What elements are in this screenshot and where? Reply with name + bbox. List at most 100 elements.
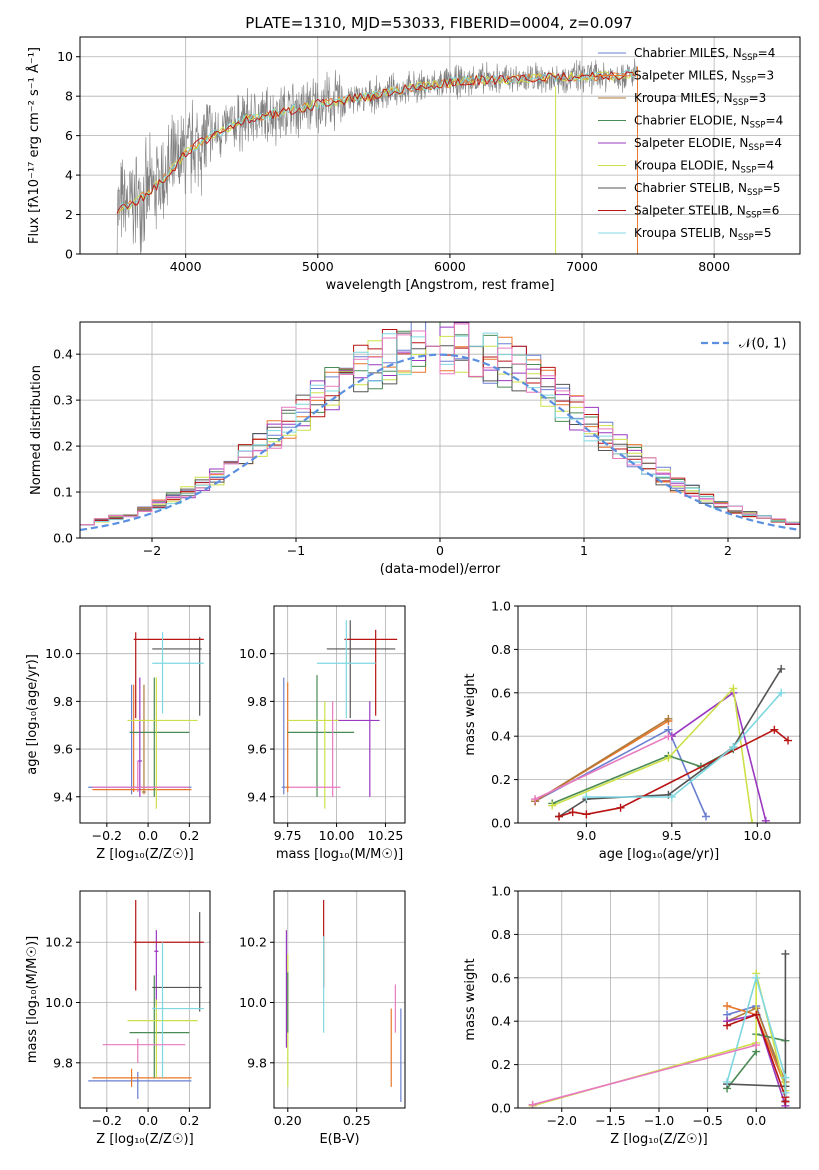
axes-frame <box>273 605 406 824</box>
panel-age_vs_mass: 9.75 10.00 10.25 9.4 9.6 9.8 10.0 mass [log₁₀(M… <box>239 605 406 862</box>
y-axis-label: Normed distribution <box>29 365 44 495</box>
residual-histogram <box>80 335 800 526</box>
weight-marker <box>664 732 673 741</box>
y-tick-label: 0.4 <box>491 729 511 744</box>
plot-area <box>281 620 398 809</box>
y-tick-label: 10.2 <box>239 935 267 950</box>
legend-entry: Kroupa MILES, NSSP=3 <box>634 91 766 108</box>
x-tick-label: 2 <box>724 543 732 558</box>
weight-marker <box>664 714 673 723</box>
y-tick-label: 0.2 <box>53 439 73 454</box>
axes-frame <box>79 605 211 824</box>
y-tick-label: 0.8 <box>491 927 511 942</box>
plot-area <box>88 900 204 1099</box>
panel-ebv: 0.20 0.25 9.8 10.0 10.2 E(B-V) <box>239 890 406 1147</box>
y-tick-label: 9.8 <box>247 694 267 709</box>
gridlines <box>274 891 405 1108</box>
weight-marker <box>555 812 564 821</box>
axes-frame <box>79 36 801 255</box>
weight-line <box>534 718 669 802</box>
gridlines <box>274 606 405 823</box>
legend-entry: 𝒩(0, 1) <box>739 337 786 352</box>
x-tick-label: 0.0 <box>746 1113 766 1128</box>
y-tick-label: 0.4 <box>491 1014 511 1029</box>
plot-area <box>531 664 793 823</box>
y-tick-label: 0.1 <box>53 485 73 500</box>
weight-marker <box>723 1002 732 1011</box>
model-spectrum <box>116 71 636 214</box>
weight-marker <box>784 736 793 745</box>
x-tick-label: 6000 <box>434 259 466 274</box>
plot-area <box>528 949 790 1108</box>
weight-marker <box>664 753 673 762</box>
x-tick-label: −1.5 <box>595 1113 625 1128</box>
legend-entry: Chabrier MILES, NSSP=4 <box>634 46 775 63</box>
axes-frame <box>273 890 406 1109</box>
plot-area <box>116 58 639 254</box>
x-tick-label: 0.2 <box>179 828 199 843</box>
weight-line <box>534 735 669 800</box>
legend-entry: Salpeter ELODIE, NSSP=4 <box>634 136 782 153</box>
y-tick-label: 9.4 <box>53 789 73 804</box>
weight-marker <box>729 743 738 752</box>
x-tick-label: 0.2 <box>179 1113 199 1128</box>
x-axis-label: wavelength [Angstrom, rest frame] <box>326 278 555 293</box>
weight-marker <box>582 792 591 801</box>
y-axis-label: mass weight <box>463 958 478 1040</box>
weight-marker <box>781 1097 790 1106</box>
weight-marker <box>777 664 786 673</box>
weight-marker <box>781 949 790 958</box>
x-axis-label: mass [log₁₀(M/M☉)] <box>276 847 403 862</box>
y-tick-label: 0.0 <box>491 1101 511 1116</box>
weight-marker <box>781 1073 790 1082</box>
y-tick-label: 9.6 <box>53 742 73 757</box>
x-tick-label: 0.25 <box>343 1113 371 1128</box>
x-tick-label: −0.5 <box>692 1113 722 1128</box>
y-tick-label: 10.0 <box>45 995 73 1010</box>
y-tick-label: 9.4 <box>247 789 267 804</box>
x-tick-label: 10.00 <box>319 828 355 843</box>
y-tick-label: 0.6 <box>491 970 511 985</box>
y-tick-label: 0.6 <box>491 685 511 700</box>
y-tick-label: 9.8 <box>53 1055 73 1070</box>
weight-marker <box>770 725 779 734</box>
x-tick-label: −1 <box>287 543 305 558</box>
x-tick-label: 10.25 <box>368 828 404 843</box>
y-tick-label: 0.3 <box>53 393 73 408</box>
legend-entry: Kroupa ELODIE, NSSP=4 <box>634 159 774 176</box>
panel-mass_weight_vs_Z: −2.0 −1.5 −1.0 −0.5 0.0 0.0 0.2 0.4 0.6 0.8 1.0 Z [… <box>463 884 801 1147</box>
x-tick-label: 0.0 <box>138 1113 158 1128</box>
panel-age_vs_Z: −0.2 0.0 0.2 9.4 9.6 9.8 10.0 Z [log₁₀(Z/Z☉)] ag… <box>25 605 211 862</box>
x-tick-label: 9.5 <box>662 828 682 843</box>
x-axis-label: (data-model)/error <box>380 562 501 577</box>
x-tick-label: −0.2 <box>92 1113 122 1128</box>
legend-entry: Chabrier ELODIE, NSSP=4 <box>634 114 783 131</box>
legend-entry: Chabrier STELIB, NSSP=5 <box>634 181 781 198</box>
plot-area <box>88 632 204 809</box>
y-tick-label: 1.0 <box>491 884 511 899</box>
y-axis-label: Flux [fλ10⁻¹⁷ erg cm⁻² s⁻¹ Å⁻¹] <box>26 47 42 244</box>
y-axis-label: mass [log₁₀(M/M☉)] <box>25 936 40 1063</box>
x-tick-label: 10.0 <box>743 828 771 843</box>
axes-frame <box>517 890 801 1109</box>
x-tick-label: 0.0 <box>138 828 158 843</box>
y-tick-label: 2 <box>65 207 73 222</box>
weight-marker <box>528 1100 537 1108</box>
y-tick-label: 0.4 <box>53 347 73 362</box>
x-tick-label: 0.20 <box>274 1113 302 1128</box>
weight-marker <box>761 816 770 823</box>
y-tick-label: 9.6 <box>247 742 267 757</box>
y-tick-label: 0.0 <box>53 531 73 546</box>
weight-marker <box>752 1041 761 1050</box>
x-tick-label: −1.0 <box>644 1113 674 1128</box>
y-tick-label: 10.0 <box>45 646 73 661</box>
y-tick-label: 10.0 <box>239 995 267 1010</box>
x-axis-label: E(B-V) <box>319 1132 359 1147</box>
y-tick-label: 0.8 <box>491 642 511 657</box>
x-tick-label: 9.0 <box>576 828 596 843</box>
gridlines <box>80 891 210 1108</box>
y-tick-label: 8 <box>65 89 73 104</box>
x-axis-label: age [log₁₀(age/yr)] <box>599 847 720 862</box>
weight-marker <box>777 688 786 697</box>
weight-marker <box>752 973 761 982</box>
